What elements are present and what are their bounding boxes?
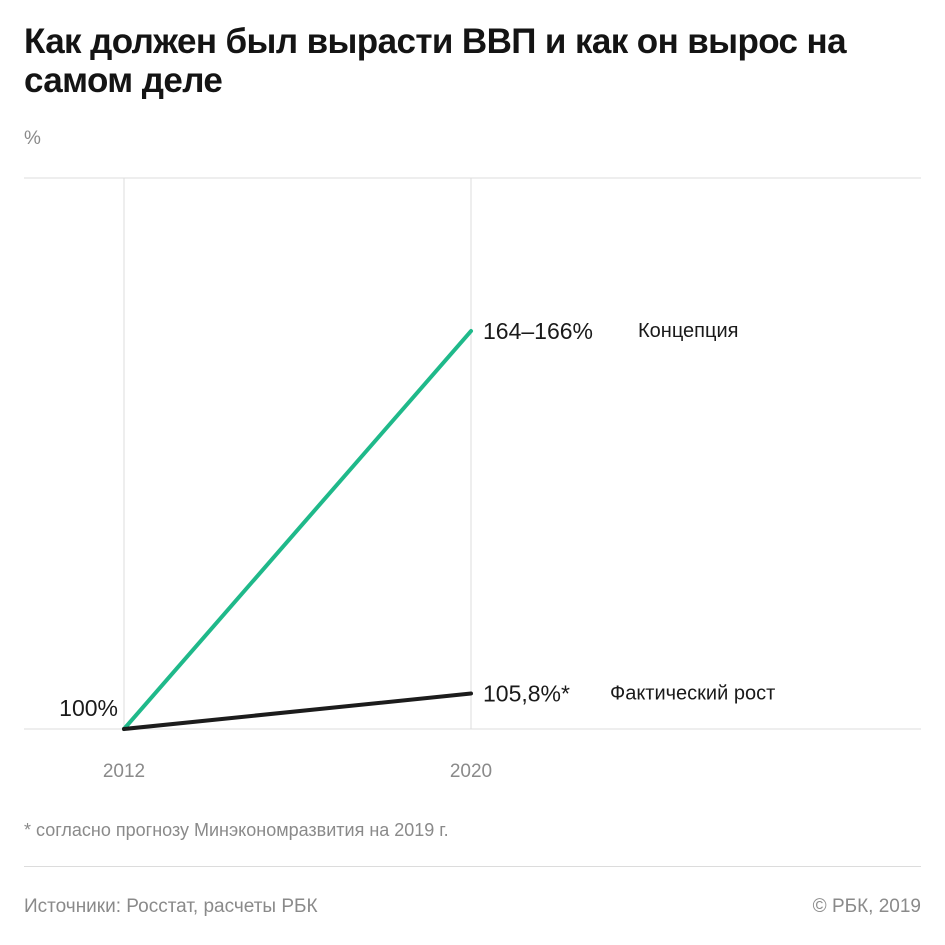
series-name-label-actual: Фактический рост (610, 682, 775, 704)
chart-title: Как должен был вырасти ВВП и как он выро… (24, 22, 847, 100)
x-tick-label: 2020 (450, 761, 492, 782)
chart-labels: 2012 2020 164–166% Концепция 105,8%* Фактичес… (59, 318, 775, 782)
grid (24, 177, 921, 730)
series-line-actual (122, 691, 473, 731)
line-chart: 2012 2020 164–166% Концепция 105,8%* Фактичес… (24, 177, 921, 782)
start-value-label: 100% (59, 695, 118, 721)
series-lines (122, 329, 473, 731)
source-note: Источники: Росстат, расчеты РБК (24, 896, 318, 917)
divider (24, 866, 921, 867)
series-name-label-concept: Концепция (638, 320, 738, 342)
y-unit-label: % (24, 128, 41, 149)
series-line-concept (122, 329, 473, 731)
footnote: * согласно прогнозу Минэкономразвития на… (24, 820, 449, 840)
end-value-label-actual: 105,8%* (483, 680, 570, 706)
end-value-label-concept: 164–166% (483, 318, 593, 344)
x-tick-label: 2012 (103, 761, 145, 782)
copyright: © РБК, 2019 (812, 896, 921, 917)
